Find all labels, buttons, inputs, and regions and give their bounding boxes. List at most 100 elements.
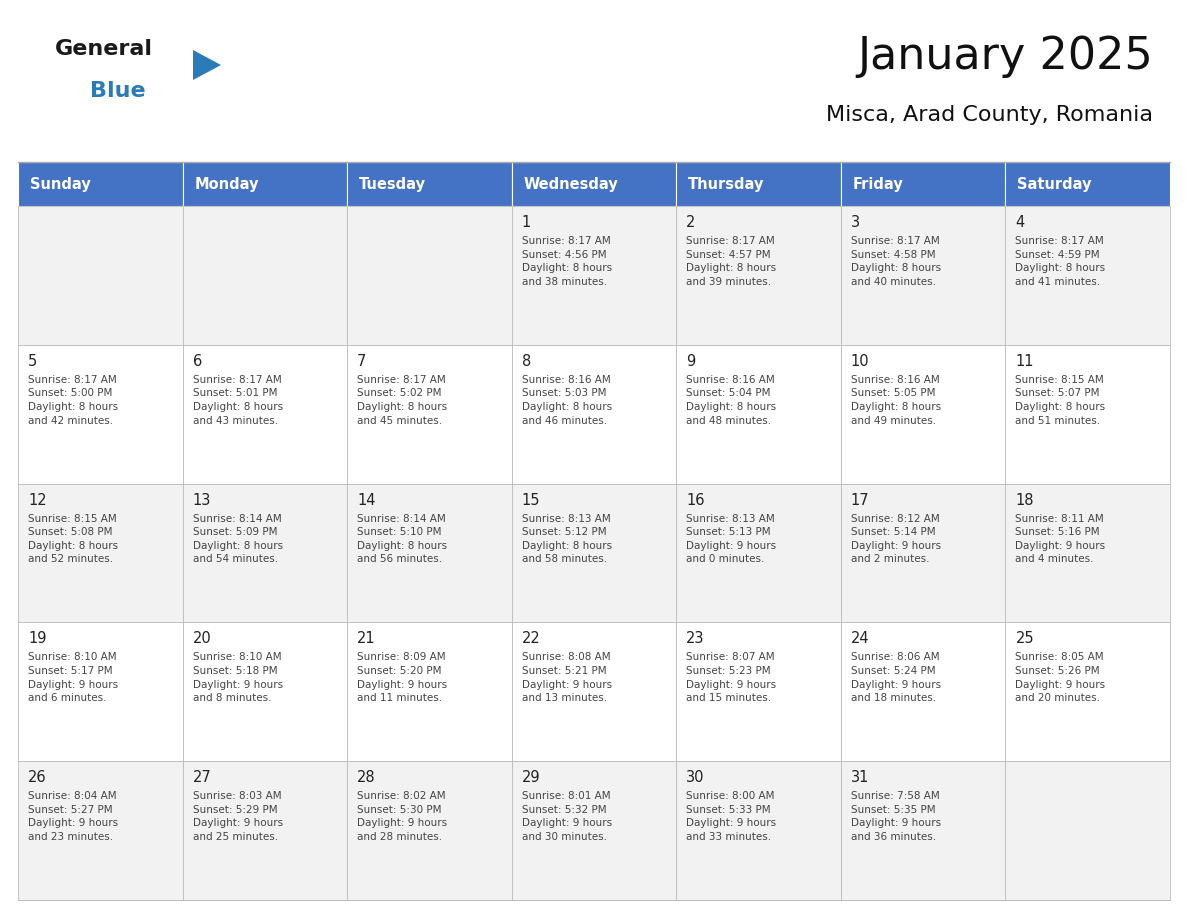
Text: Sunrise: 8:11 AM
Sunset: 5:16 PM
Daylight: 9 hours
and 4 minutes.: Sunrise: 8:11 AM Sunset: 5:16 PM Dayligh… — [1016, 513, 1106, 565]
Text: Sunrise: 8:10 AM
Sunset: 5:17 PM
Daylight: 9 hours
and 6 minutes.: Sunrise: 8:10 AM Sunset: 5:17 PM Dayligh… — [29, 653, 118, 703]
Text: 4: 4 — [1016, 215, 1025, 230]
Bar — [347, 484, 512, 622]
Text: 31: 31 — [851, 770, 870, 785]
Text: Monday: Monday — [195, 176, 259, 192]
Text: Sunrise: 8:13 AM
Sunset: 5:12 PM
Daylight: 8 hours
and 58 minutes.: Sunrise: 8:13 AM Sunset: 5:12 PM Dayligh… — [522, 513, 612, 565]
Bar — [183, 622, 347, 761]
Text: Blue: Blue — [90, 81, 146, 101]
Text: Sunrise: 8:15 AM
Sunset: 5:08 PM
Daylight: 8 hours
and 52 minutes.: Sunrise: 8:15 AM Sunset: 5:08 PM Dayligh… — [29, 513, 118, 565]
Text: Sunrise: 8:14 AM
Sunset: 5:09 PM
Daylight: 8 hours
and 54 minutes.: Sunrise: 8:14 AM Sunset: 5:09 PM Dayligh… — [192, 513, 283, 565]
Text: 12: 12 — [29, 493, 46, 508]
Text: Friday: Friday — [853, 176, 904, 192]
Bar — [183, 206, 347, 345]
Text: Sunrise: 8:03 AM
Sunset: 5:29 PM
Daylight: 9 hours
and 25 minutes.: Sunrise: 8:03 AM Sunset: 5:29 PM Dayligh… — [192, 791, 283, 842]
Bar — [841, 761, 1005, 900]
Text: Sunrise: 8:16 AM
Sunset: 5:05 PM
Daylight: 8 hours
and 49 minutes.: Sunrise: 8:16 AM Sunset: 5:05 PM Dayligh… — [851, 375, 941, 426]
Bar — [1005, 206, 1170, 345]
Text: 18: 18 — [1016, 493, 1034, 508]
Text: Sunrise: 8:17 AM
Sunset: 5:02 PM
Daylight: 8 hours
and 45 minutes.: Sunrise: 8:17 AM Sunset: 5:02 PM Dayligh… — [358, 375, 447, 426]
Text: Sunrise: 8:17 AM
Sunset: 4:56 PM
Daylight: 8 hours
and 38 minutes.: Sunrise: 8:17 AM Sunset: 4:56 PM Dayligh… — [522, 236, 612, 286]
Text: Thursday: Thursday — [688, 176, 765, 192]
Bar — [841, 484, 1005, 622]
Text: Sunrise: 8:17 AM
Sunset: 5:01 PM
Daylight: 8 hours
and 43 minutes.: Sunrise: 8:17 AM Sunset: 5:01 PM Dayligh… — [192, 375, 283, 426]
Text: 28: 28 — [358, 770, 375, 785]
Text: 15: 15 — [522, 493, 541, 508]
Text: 10: 10 — [851, 353, 870, 369]
Text: 7: 7 — [358, 353, 367, 369]
Text: 1: 1 — [522, 215, 531, 230]
Text: Saturday: Saturday — [1017, 176, 1092, 192]
Text: 5: 5 — [29, 353, 37, 369]
Text: Sunrise: 8:00 AM
Sunset: 5:33 PM
Daylight: 9 hours
and 33 minutes.: Sunrise: 8:00 AM Sunset: 5:33 PM Dayligh… — [687, 791, 777, 842]
Bar — [676, 206, 841, 345]
Text: Sunrise: 8:16 AM
Sunset: 5:03 PM
Daylight: 8 hours
and 46 minutes.: Sunrise: 8:16 AM Sunset: 5:03 PM Dayligh… — [522, 375, 612, 426]
Text: 26: 26 — [29, 770, 46, 785]
Text: 6: 6 — [192, 353, 202, 369]
Text: Sunrise: 8:05 AM
Sunset: 5:26 PM
Daylight: 9 hours
and 20 minutes.: Sunrise: 8:05 AM Sunset: 5:26 PM Dayligh… — [1016, 653, 1106, 703]
Text: 22: 22 — [522, 632, 541, 646]
Bar — [183, 162, 347, 206]
Bar — [676, 484, 841, 622]
Bar — [676, 345, 841, 484]
Text: 27: 27 — [192, 770, 211, 785]
Text: 24: 24 — [851, 632, 870, 646]
Bar — [841, 206, 1005, 345]
Text: Sunday: Sunday — [30, 176, 90, 192]
Bar — [183, 484, 347, 622]
Text: 13: 13 — [192, 493, 211, 508]
Bar — [676, 162, 841, 206]
Text: 23: 23 — [687, 632, 704, 646]
Bar — [347, 206, 512, 345]
Bar — [512, 345, 676, 484]
Text: 19: 19 — [29, 632, 46, 646]
Bar — [347, 622, 512, 761]
Text: 30: 30 — [687, 770, 704, 785]
Text: January 2025: January 2025 — [858, 35, 1154, 78]
Bar — [1005, 622, 1170, 761]
Bar — [841, 622, 1005, 761]
Text: Sunrise: 8:01 AM
Sunset: 5:32 PM
Daylight: 9 hours
and 30 minutes.: Sunrise: 8:01 AM Sunset: 5:32 PM Dayligh… — [522, 791, 612, 842]
Bar — [512, 761, 676, 900]
Bar — [18, 162, 183, 206]
Text: Sunrise: 8:08 AM
Sunset: 5:21 PM
Daylight: 9 hours
and 13 minutes.: Sunrise: 8:08 AM Sunset: 5:21 PM Dayligh… — [522, 653, 612, 703]
Text: 25: 25 — [1016, 632, 1034, 646]
Bar — [512, 162, 676, 206]
Text: 21: 21 — [358, 632, 375, 646]
Bar — [347, 761, 512, 900]
Bar — [841, 345, 1005, 484]
Text: 14: 14 — [358, 493, 375, 508]
Text: 16: 16 — [687, 493, 704, 508]
Text: Misca, Arad County, Romania: Misca, Arad County, Romania — [826, 105, 1154, 125]
Bar — [512, 206, 676, 345]
Text: Sunrise: 8:02 AM
Sunset: 5:30 PM
Daylight: 9 hours
and 28 minutes.: Sunrise: 8:02 AM Sunset: 5:30 PM Dayligh… — [358, 791, 447, 842]
Text: Sunrise: 8:06 AM
Sunset: 5:24 PM
Daylight: 9 hours
and 18 minutes.: Sunrise: 8:06 AM Sunset: 5:24 PM Dayligh… — [851, 653, 941, 703]
Text: Sunrise: 8:13 AM
Sunset: 5:13 PM
Daylight: 9 hours
and 0 minutes.: Sunrise: 8:13 AM Sunset: 5:13 PM Dayligh… — [687, 513, 777, 565]
Text: Sunrise: 8:04 AM
Sunset: 5:27 PM
Daylight: 9 hours
and 23 minutes.: Sunrise: 8:04 AM Sunset: 5:27 PM Dayligh… — [29, 791, 118, 842]
Bar — [18, 206, 183, 345]
Bar — [512, 484, 676, 622]
Text: Sunrise: 8:15 AM
Sunset: 5:07 PM
Daylight: 8 hours
and 51 minutes.: Sunrise: 8:15 AM Sunset: 5:07 PM Dayligh… — [1016, 375, 1106, 426]
Text: General: General — [55, 39, 153, 59]
Text: 11: 11 — [1016, 353, 1034, 369]
Text: Tuesday: Tuesday — [359, 176, 426, 192]
Bar — [1005, 162, 1170, 206]
Bar — [841, 162, 1005, 206]
Text: 17: 17 — [851, 493, 870, 508]
Text: 29: 29 — [522, 770, 541, 785]
Text: Sunrise: 8:14 AM
Sunset: 5:10 PM
Daylight: 8 hours
and 56 minutes.: Sunrise: 8:14 AM Sunset: 5:10 PM Dayligh… — [358, 513, 447, 565]
Text: Sunrise: 8:17 AM
Sunset: 4:57 PM
Daylight: 8 hours
and 39 minutes.: Sunrise: 8:17 AM Sunset: 4:57 PM Dayligh… — [687, 236, 777, 286]
Text: Sunrise: 8:17 AM
Sunset: 4:59 PM
Daylight: 8 hours
and 41 minutes.: Sunrise: 8:17 AM Sunset: 4:59 PM Dayligh… — [1016, 236, 1106, 286]
Bar — [676, 622, 841, 761]
Text: Sunrise: 8:12 AM
Sunset: 5:14 PM
Daylight: 9 hours
and 2 minutes.: Sunrise: 8:12 AM Sunset: 5:14 PM Dayligh… — [851, 513, 941, 565]
Polygon shape — [192, 50, 221, 80]
Text: Sunrise: 8:16 AM
Sunset: 5:04 PM
Daylight: 8 hours
and 48 minutes.: Sunrise: 8:16 AM Sunset: 5:04 PM Dayligh… — [687, 375, 777, 426]
Text: Sunrise: 8:17 AM
Sunset: 4:58 PM
Daylight: 8 hours
and 40 minutes.: Sunrise: 8:17 AM Sunset: 4:58 PM Dayligh… — [851, 236, 941, 286]
Bar — [512, 622, 676, 761]
Text: Wednesday: Wednesday — [524, 176, 619, 192]
Text: 20: 20 — [192, 632, 211, 646]
Bar — [18, 622, 183, 761]
Text: 2: 2 — [687, 215, 696, 230]
Bar — [18, 761, 183, 900]
Text: 9: 9 — [687, 353, 695, 369]
Text: Sunrise: 8:10 AM
Sunset: 5:18 PM
Daylight: 9 hours
and 8 minutes.: Sunrise: 8:10 AM Sunset: 5:18 PM Dayligh… — [192, 653, 283, 703]
